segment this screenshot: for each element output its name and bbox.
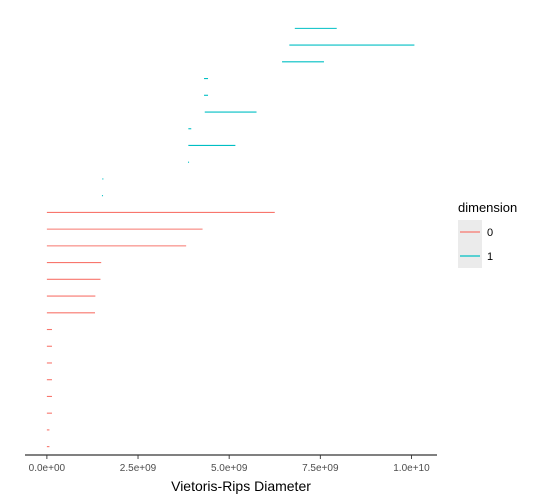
legend-label-1: 1 xyxy=(487,251,493,263)
legend-label-0: 0 xyxy=(487,227,493,239)
x-axis: 0.0e+00 2.5e+09 5.0e+09 7.5e+09 1.0e+10 xyxy=(25,454,437,474)
x-tick-label-4: 1.0e+10 xyxy=(393,463,430,474)
x-tick-label-3: 7.5e+09 xyxy=(302,463,339,474)
barcode-bars xyxy=(46,27,415,448)
x-tick-label-2: 5.0e+09 xyxy=(211,463,248,474)
x-tick-label-1: 2.5e+09 xyxy=(120,463,157,474)
x-axis-title: Vietoris-Rips Diameter xyxy=(171,478,311,494)
legend-title: dimension xyxy=(458,200,517,215)
x-tick-label-0: 0.0e+00 xyxy=(29,463,66,474)
legend: dimension 0 1 xyxy=(458,200,517,268)
